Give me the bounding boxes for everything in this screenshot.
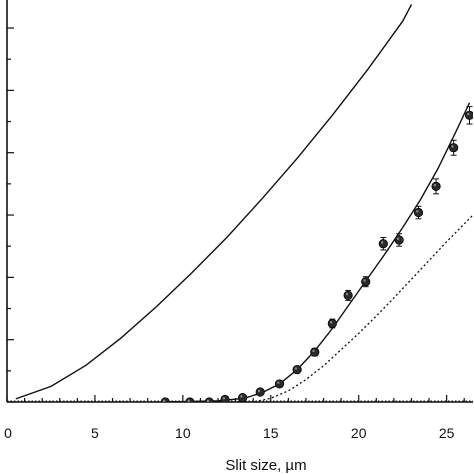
- x-tick-label: 20: [351, 425, 367, 441]
- data-point-highlight: [222, 397, 226, 400]
- x-tick-label: 15: [263, 425, 279, 441]
- data-point-highlight: [277, 381, 280, 384]
- data-point: [464, 110, 473, 120]
- data-point-highlight: [416, 210, 419, 213]
- data-point: [255, 387, 265, 397]
- solid-curve-line: [15, 4, 413, 400]
- data-point: [204, 397, 214, 402]
- data-point: [292, 364, 302, 375]
- data-point-highlight: [187, 399, 190, 402]
- data-point-highlight: [345, 293, 349, 296]
- data-point: [220, 394, 230, 402]
- data-point: [394, 235, 404, 245]
- data-point: [431, 181, 441, 191]
- axes: [6, 0, 473, 403]
- data-point: [413, 207, 424, 218]
- x-tick-label: 25: [439, 425, 455, 441]
- data-point-highlight: [206, 399, 210, 402]
- data-point: [327, 318, 337, 329]
- data-point: [160, 397, 170, 402]
- data-point: [449, 143, 459, 153]
- data-point: [238, 393, 248, 402]
- data-point-highlight: [451, 145, 454, 148]
- data-point-highlight: [329, 321, 333, 324]
- fit-curve-line: [165, 102, 471, 402]
- data-point-highlight: [294, 367, 298, 370]
- data-point-highlight: [363, 279, 366, 282]
- data-point: [343, 290, 353, 301]
- data-point-highlight: [162, 399, 166, 402]
- data-point-highlight: [396, 237, 400, 240]
- plot-area: [7, 4, 473, 402]
- data-point-highlight: [380, 241, 384, 244]
- data-point: [310, 347, 320, 357]
- data-point-highlight: [467, 112, 470, 116]
- data-point-highlight: [312, 349, 315, 353]
- x-tick-label: 10: [175, 425, 191, 441]
- data-point: [274, 379, 285, 389]
- dotted-curve-line: [7, 214, 473, 402]
- data-point-highlight: [257, 389, 261, 393]
- x-tick-label: 5: [91, 425, 99, 441]
- data-point-highlight: [433, 183, 437, 187]
- x-tick-label: 0: [4, 425, 12, 441]
- data-point-highlight: [240, 395, 243, 398]
- data-point: [378, 239, 388, 249]
- data-point: [185, 397, 195, 402]
- x-axis-label: Slit size, µm: [225, 457, 306, 474]
- data-point: [361, 277, 371, 287]
- tick-labels: 0 5 10 15 20 25: [4, 425, 455, 441]
